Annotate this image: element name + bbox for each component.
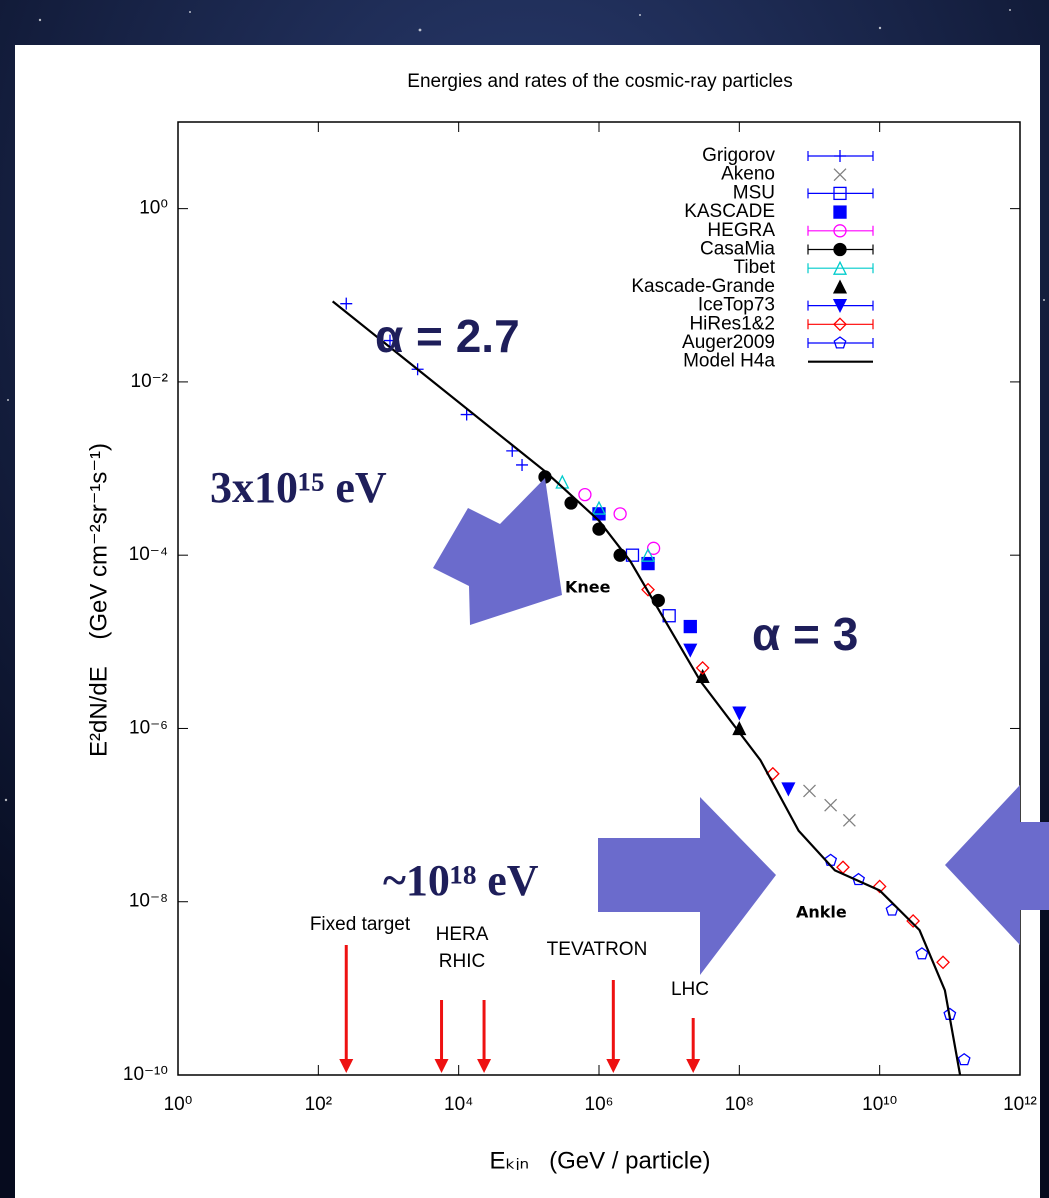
accelerator-label: RHIC — [439, 951, 485, 972]
y-tick-label: 10⁻⁴ — [129, 544, 168, 565]
legend-label: IceTop73 — [698, 295, 775, 316]
accelerator-arrowhead — [339, 1059, 354, 1073]
data-point — [732, 706, 747, 721]
y-tick-label: 10⁻² — [131, 371, 169, 392]
legend-label: HiRes1&2 — [689, 313, 775, 334]
x-tick-label: 10⁰ — [164, 1094, 193, 1115]
data-point — [833, 168, 847, 182]
accelerator-arrowhead — [477, 1059, 492, 1073]
data-point — [833, 224, 847, 238]
data-point — [842, 813, 856, 827]
legend-swatch — [807, 188, 874, 199]
accelerator-label: HERA — [436, 924, 489, 945]
plot-area: 10⁰ 10² 10⁴ 10⁶ 10⁸ 10¹⁰ 10¹² 10⁻¹⁰ 10⁻⁸ 10⁻⁶ 10⁻⁴… — [123, 122, 1037, 1115]
x-tick-label: 10² — [305, 1094, 332, 1115]
x-tick-label: 10⁴ — [444, 1094, 473, 1115]
x-tick-label: 10¹² — [1003, 1094, 1037, 1115]
data-point — [578, 487, 592, 502]
legend-swatch — [807, 225, 874, 236]
x-axis-title: Eₖᵢₙ (GeV / particle) — [490, 1147, 711, 1174]
annotation: ~10¹⁸ eV — [383, 856, 539, 905]
annotation: α = 3 — [752, 608, 858, 660]
annotations: Fixed target HERA RHIC TEVATRON LHC α = 2.7 α … — [210, 310, 858, 1073]
accelerator-arrowhead — [606, 1059, 621, 1073]
x-tick-label: 10¹⁰ — [862, 1094, 897, 1115]
legend-label: Tibet — [733, 257, 775, 278]
data-point — [683, 619, 697, 634]
data-point — [833, 242, 847, 257]
annotation: 3x10¹⁵ eV — [210, 463, 387, 512]
y-tick-label: 10⁰ — [139, 198, 168, 219]
accelerator-label: LHC — [671, 979, 709, 1000]
data-point — [832, 298, 848, 314]
data-point — [383, 334, 396, 347]
legend-label: Kascade-Grande — [631, 276, 775, 297]
data-point — [781, 782, 796, 797]
callout-arrows — [433, 478, 1049, 975]
accelerator-label: TEVATRON — [547, 939, 648, 960]
data-point — [695, 660, 710, 675]
data-point — [640, 547, 656, 562]
legend-label: HEGRA — [707, 220, 775, 241]
ankle-arrow — [598, 797, 776, 975]
accelerator-label: Fixed target — [310, 914, 411, 935]
data-point — [803, 784, 816, 798]
data-point — [834, 150, 846, 162]
data-point — [833, 317, 847, 332]
knee-arrow — [433, 478, 562, 625]
data-point — [872, 879, 887, 894]
data-point — [765, 766, 780, 781]
data-point — [957, 1052, 971, 1066]
data-point — [824, 798, 838, 812]
data-point — [613, 507, 627, 521]
data-point — [516, 458, 529, 471]
legend-swatch — [807, 338, 874, 348]
legend-label: Model H4a — [683, 351, 775, 372]
plot-panel — [15, 45, 1040, 1198]
legend-label: KASCADE — [684, 201, 775, 222]
data-point — [460, 408, 473, 421]
legend-label: Auger2009 — [682, 332, 775, 353]
y-axis-title: E²dN/dE (GeV cm⁻²sr⁻¹s⁻¹) — [85, 443, 112, 757]
data-point — [832, 279, 848, 294]
data-point — [564, 496, 578, 510]
y-tick-label: 10⁻⁸ — [129, 891, 168, 912]
data-point — [852, 872, 866, 886]
data-point — [683, 643, 698, 658]
accelerator-arrowhead — [434, 1059, 449, 1073]
legend-swatch — [807, 319, 874, 330]
data-point — [641, 556, 655, 571]
data-point — [641, 582, 655, 597]
data-point — [646, 541, 661, 555]
data-point — [915, 947, 929, 960]
data-point — [340, 297, 353, 310]
legend-label: Grigorov — [702, 145, 775, 166]
data-point — [833, 336, 847, 349]
annotation: Knee — [565, 578, 611, 597]
data-point — [506, 444, 519, 457]
y-tick-label: 10⁻⁶ — [129, 717, 168, 738]
cutoff-arrow — [945, 785, 1049, 945]
data-point — [591, 500, 607, 515]
y-tick-label: 10⁻¹⁰ — [123, 1064, 168, 1085]
x-tick-label: 10⁶ — [585, 1094, 614, 1115]
annotation: α = 2.7 — [375, 310, 520, 362]
data-point — [832, 260, 848, 275]
chart-title: Energies and rates of the cosmic-ray par… — [407, 71, 792, 92]
legend-label: Akeno — [721, 164, 775, 185]
accelerator-arrowhead — [686, 1059, 701, 1073]
legend-label: CasaMia — [700, 239, 775, 260]
x-tick-label: 10⁸ — [725, 1094, 754, 1115]
data-point — [833, 186, 847, 201]
stars — [4, 9, 1045, 802]
data-point — [936, 955, 950, 970]
legend-label: MSU — [733, 182, 775, 203]
legend-swatch — [807, 263, 874, 274]
model-line — [331, 300, 962, 1076]
data-point — [833, 205, 847, 219]
annotation: Ankle — [796, 903, 847, 922]
